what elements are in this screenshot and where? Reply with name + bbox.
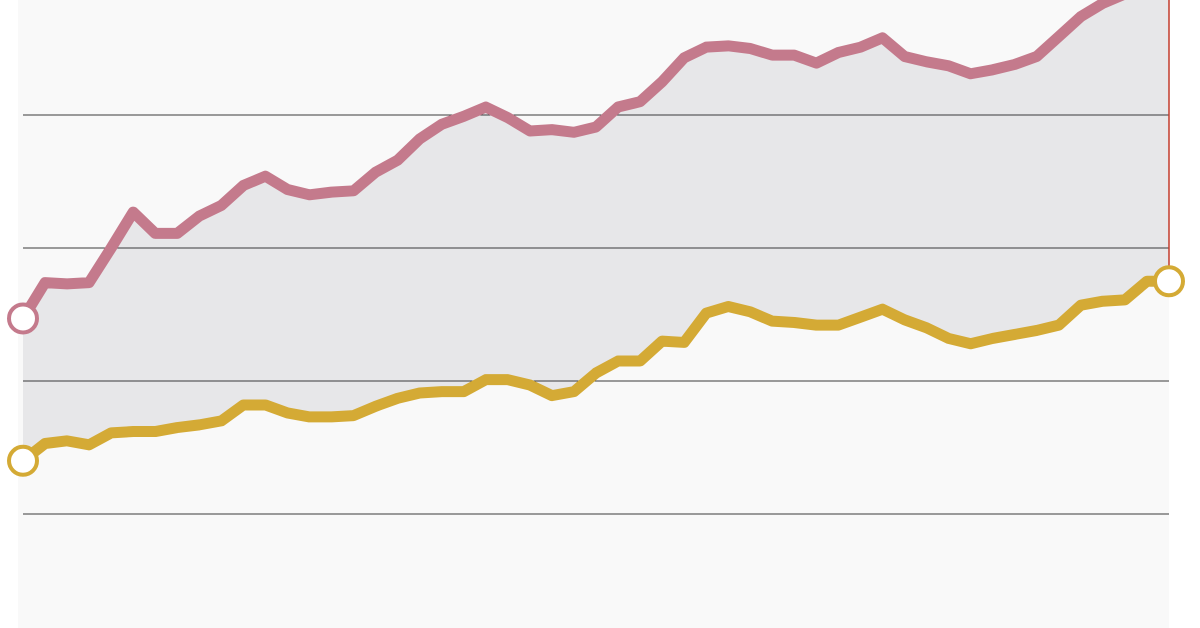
series-line-2 xyxy=(17,275,1175,467)
series-1-start-marker xyxy=(7,302,39,335)
grid-layer xyxy=(23,114,1169,515)
series-line-1 xyxy=(17,0,1125,324)
series-2-end-marker xyxy=(1153,265,1185,298)
series-layer xyxy=(17,0,1175,467)
series-2-start-marker xyxy=(7,444,39,477)
marker-layer xyxy=(7,265,1185,477)
